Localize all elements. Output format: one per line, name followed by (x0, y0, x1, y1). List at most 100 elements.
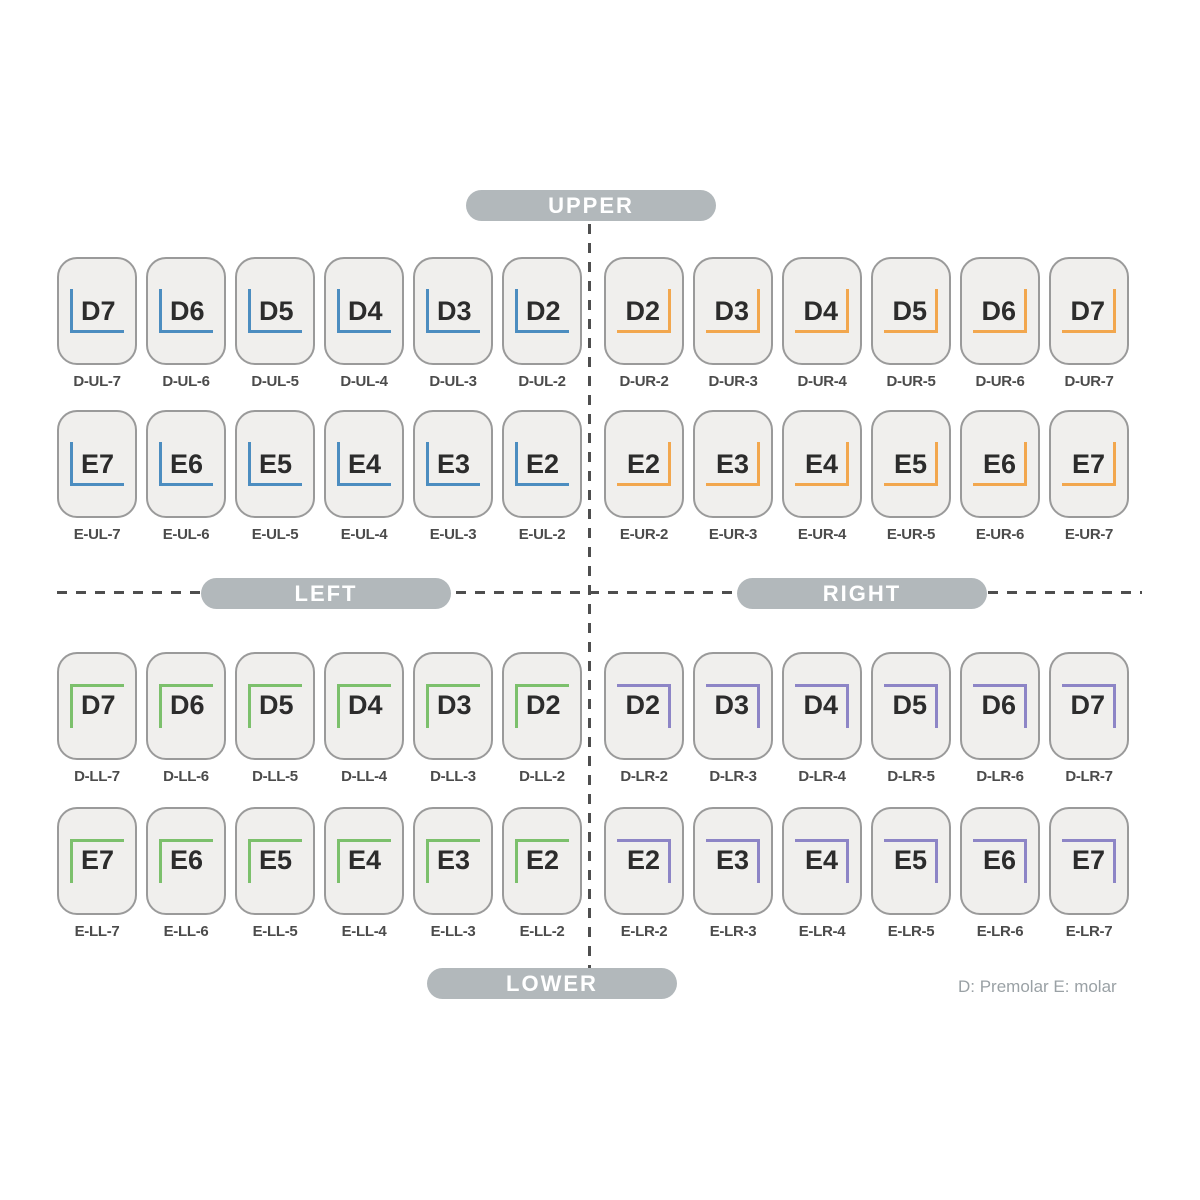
tooth-number: E5 (259, 845, 293, 875)
tooth-card-D-UR-2[interactable]: D2 (604, 257, 684, 365)
right-section-label: RIGHT (737, 578, 987, 609)
tooth-cell: D4 D-LL-4 (324, 652, 404, 785)
tooth-card-D-UL-5[interactable]: D5 (235, 257, 315, 365)
tooth-card-E-UL-6[interactable]: E6 (146, 410, 226, 518)
tooth-card-E-LL-2[interactable]: E2 (502, 807, 582, 915)
tooth-card-E-UL-7[interactable]: E7 (57, 410, 137, 518)
tooth-card-D-LL-4[interactable]: D4 (324, 652, 404, 760)
tooth-number: E4 (804, 845, 838, 875)
quadrant-corner-mark: E4 (795, 839, 849, 883)
tooth-card-D-UR-7[interactable]: D7 (1049, 257, 1129, 365)
tooth-cell: D7 D-UL-7 (57, 257, 137, 390)
tooth-card-E-LL-6[interactable]: E6 (146, 807, 226, 915)
tooth-cell: D5 D-LL-5 (235, 652, 315, 785)
quadrant-corner-mark: D5 (884, 684, 938, 728)
tooth-card-D-UL-4[interactable]: D4 (324, 257, 404, 365)
tooth-card-D-LR-6[interactable]: D6 (960, 652, 1040, 760)
legend-text: D: Premolar E: molar (958, 977, 1117, 996)
tooth-cell: E7 E-UR-7 (1049, 410, 1129, 543)
tooth-card-D-UR-4[interactable]: D4 (782, 257, 862, 365)
tooth-card-D-LL-2[interactable]: D2 (502, 652, 582, 760)
tooth-number: D5 (259, 296, 294, 326)
tooth-number: D5 (892, 690, 927, 720)
tooth-card-D-LR-2[interactable]: D2 (604, 652, 684, 760)
tooth-card-D-LR-4[interactable]: D4 (782, 652, 862, 760)
quadrant-corner-mark: D3 (426, 289, 480, 333)
tooth-number: D3 (437, 296, 472, 326)
tooth-number: D2 (526, 296, 561, 326)
tooth-card-E-LR-2[interactable]: E2 (604, 807, 684, 915)
tooth-number: D4 (803, 296, 838, 326)
tooth-number: D4 (803, 690, 838, 720)
tooth-card-D-UR-6[interactable]: D6 (960, 257, 1040, 365)
tooth-card-D-UL-7[interactable]: D7 (57, 257, 137, 365)
tooth-card-D-UL-3[interactable]: D3 (413, 257, 493, 365)
tooth-number: E3 (715, 845, 749, 875)
tooth-code-label: E-UL-5 (251, 526, 299, 543)
quadrant-corner-mark: E6 (973, 839, 1027, 883)
tooth-code-label: E-UR-7 (1064, 526, 1114, 543)
tooth-card-D-LL-5[interactable]: D5 (235, 652, 315, 760)
tooth-card-E-LR-3[interactable]: E3 (693, 807, 773, 915)
tooth-code-label: D-LR-7 (1065, 768, 1113, 785)
tooth-card-E-LR-6[interactable]: E6 (960, 807, 1040, 915)
tooth-number: E7 (1071, 845, 1105, 875)
quadrant-corner-mark: E2 (617, 839, 671, 883)
left-section-label: LEFT (201, 578, 451, 609)
tooth-card-D-LR-5[interactable]: D5 (871, 652, 951, 760)
quadrant-corner-mark: D4 (795, 289, 849, 333)
quadrant-corner-mark: E7 (1062, 442, 1116, 486)
tooth-card-E-UR-6[interactable]: E6 (960, 410, 1040, 518)
tooth-card-D-LR-3[interactable]: D3 (693, 652, 773, 760)
tooth-card-E-LL-5[interactable]: E5 (235, 807, 315, 915)
tooth-cell: E4 E-UR-4 (782, 410, 862, 543)
tooth-card-D-UL-6[interactable]: D6 (146, 257, 226, 365)
tooth-code-label: E-UR-2 (619, 526, 669, 543)
tooth-number: D6 (170, 296, 205, 326)
tooth-card-E-LR-4[interactable]: E4 (782, 807, 862, 915)
tooth-card-E-LR-7[interactable]: E7 (1049, 807, 1129, 915)
tooth-card-D-UL-2[interactable]: D2 (502, 257, 582, 365)
tooth-card-E-UR-5[interactable]: E5 (871, 410, 951, 518)
tooth-card-E-UL-4[interactable]: E4 (324, 410, 404, 518)
tooth-number: E6 (982, 845, 1016, 875)
tooth-card-D-UR-5[interactable]: D5 (871, 257, 951, 365)
tooth-code-label: E-UL-6 (162, 526, 210, 543)
tooth-cell: D2 D-LL-2 (502, 652, 582, 785)
tooth-card-E-UR-3[interactable]: E3 (693, 410, 773, 518)
tooth-card-E-UL-5[interactable]: E5 (235, 410, 315, 518)
tooth-card-D-UR-3[interactable]: D3 (693, 257, 773, 365)
tooth-card-E-LR-5[interactable]: E5 (871, 807, 951, 915)
tooth-card-E-UR-2[interactable]: E2 (604, 410, 684, 518)
tooth-code-label: D-LL-6 (163, 768, 209, 785)
tooth-card-D-LL-3[interactable]: D3 (413, 652, 493, 760)
quadrant-corner-mark: E4 (337, 839, 391, 883)
tooth-card-E-UR-4[interactable]: E4 (782, 410, 862, 518)
quadrant-corner-mark: D2 (617, 684, 671, 728)
tooth-cell: D7 D-LL-7 (57, 652, 137, 785)
tooth-code-label: E-LL-5 (252, 923, 298, 940)
tooth-card-D-LR-7[interactable]: D7 (1049, 652, 1129, 760)
quadrant-corner-mark: E6 (973, 442, 1027, 486)
tooth-cell: E3 E-LR-3 (693, 807, 773, 940)
tooth-code-label: E-UL-2 (518, 526, 566, 543)
tooth-card-E-UR-7[interactable]: E7 (1049, 410, 1129, 518)
tooth-code-label: E-LR-2 (620, 923, 668, 940)
tooth-card-E-LL-7[interactable]: E7 (57, 807, 137, 915)
tooth-row-lower-left-molar: E7 E-LL-7 E6 E-LL-6 E5 E-LL-5 E4 E-LL-4 E3 E-LL-3… (57, 807, 582, 940)
tooth-card-E-LL-4[interactable]: E4 (324, 807, 404, 915)
tooth-card-E-UL-2[interactable]: E2 (502, 410, 582, 518)
tooth-card-E-UL-3[interactable]: E3 (413, 410, 493, 518)
tooth-card-D-LL-6[interactable]: D6 (146, 652, 226, 760)
tooth-cell: E3 E-UR-3 (693, 410, 773, 543)
tooth-cell: E4 E-LR-4 (782, 807, 862, 940)
tooth-cell: E7 E-LR-7 (1049, 807, 1129, 940)
tooth-code-label: D-UR-4 (797, 373, 847, 390)
tooth-card-E-LL-3[interactable]: E3 (413, 807, 493, 915)
tooth-code-label: D-UR-3 (708, 373, 758, 390)
quadrant-corner-mark: E5 (884, 839, 938, 883)
quadrant-corner-mark: E2 (515, 442, 569, 486)
quadrant-corner-mark: D5 (248, 289, 302, 333)
tooth-card-D-LL-7[interactable]: D7 (57, 652, 137, 760)
quadrant-corner-mark: E3 (426, 839, 480, 883)
